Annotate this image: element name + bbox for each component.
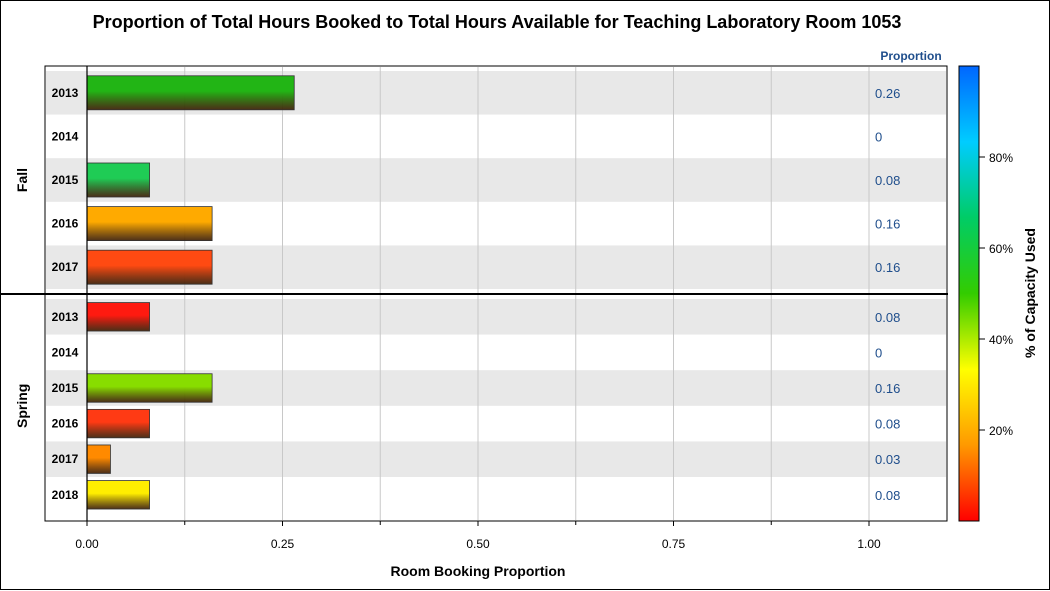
category-label: 2017 (52, 260, 79, 274)
category-label: 2017 (52, 452, 79, 466)
bar (86, 249, 213, 285)
colorbar-tick-label: 80% (989, 151, 1013, 165)
value-label: 0.08 (875, 173, 900, 188)
colorbar-tick-label: 20% (989, 424, 1013, 438)
x-tick-label: 0.25 (271, 537, 295, 551)
value-label: 0.08 (875, 310, 900, 325)
category-label: 2015 (52, 381, 79, 395)
x-axis-label: Room Booking Proportion (391, 563, 566, 579)
bar (86, 75, 295, 111)
x-tick-label: 0.75 (662, 537, 686, 551)
category-label: 2014 (52, 129, 79, 143)
value-label: 0.16 (875, 260, 900, 275)
x-tick-label: 0.00 (75, 537, 99, 551)
colorbar-tick-label: 60% (989, 242, 1013, 256)
x-tick-label: 0.50 (466, 537, 490, 551)
colorbar-tick-label: 40% (989, 333, 1013, 347)
category-label: 2015 (52, 173, 79, 187)
value-label: 0.26 (875, 86, 900, 101)
category-label: 2016 (52, 417, 79, 431)
plot-border (44, 65, 948, 522)
chart-title: Proportion of Total Hours Booked to Tota… (93, 12, 902, 32)
group-label: Fall (14, 168, 30, 192)
bar (86, 206, 213, 242)
category-label: 2018 (52, 488, 79, 502)
row-band (46, 441, 946, 477)
bar (86, 444, 111, 474)
row-band (46, 299, 946, 335)
row-band (46, 158, 946, 202)
colorbar (958, 65, 980, 522)
bar (86, 408, 150, 439)
colorbar-label: % of Capacity Used (1022, 228, 1038, 358)
value-column-header: Proportion (880, 49, 941, 63)
category-label: 2013 (52, 310, 79, 324)
value-label: 0.08 (875, 488, 900, 503)
value-label: 0.03 (875, 452, 900, 467)
bar (86, 302, 150, 332)
x-tick-label: 1.00 (857, 537, 881, 551)
value-label: 0.08 (875, 417, 900, 432)
category-label: 2016 (52, 217, 79, 231)
category-label: 2013 (52, 86, 79, 100)
bar (86, 162, 150, 198)
value-label: 0.16 (875, 217, 900, 232)
value-label: 0 (875, 345, 882, 360)
bar (86, 373, 213, 403)
value-label: 0 (875, 129, 882, 144)
category-label: 2014 (52, 345, 79, 359)
bar (86, 480, 150, 510)
value-label: 0.16 (875, 381, 900, 396)
group-label: Spring (14, 384, 30, 428)
